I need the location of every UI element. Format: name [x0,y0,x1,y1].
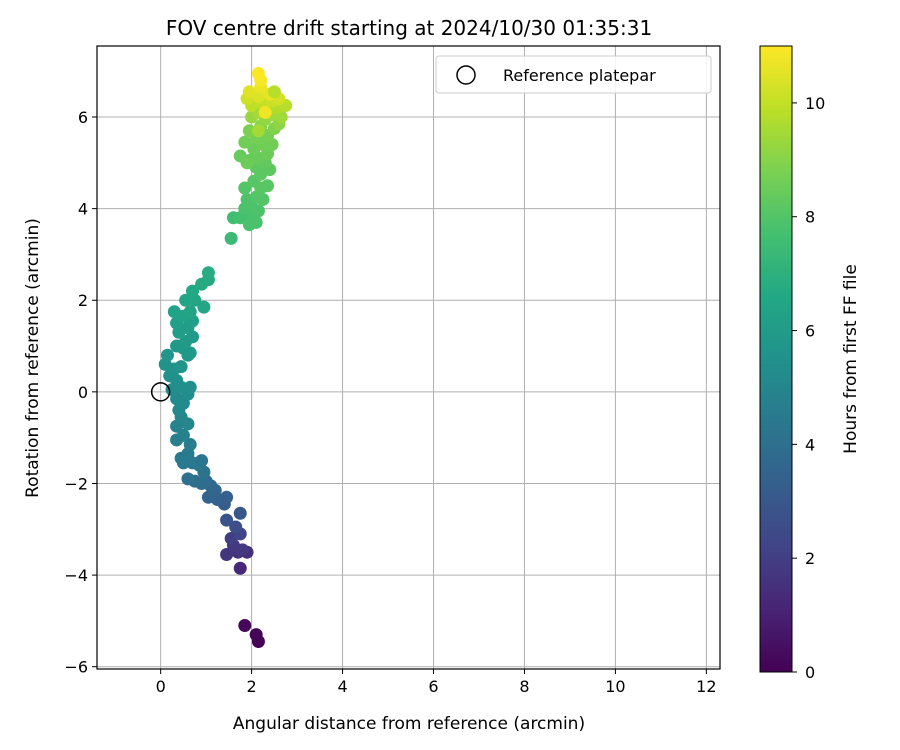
x-tick-label: 6 [428,677,438,696]
colorbar-tick-label: 6 [805,322,815,341]
scatter-point [181,472,195,486]
reference-platepar-marker [150,382,171,402]
scatter-point [183,346,197,360]
colorbar-tick-label: 8 [805,208,815,227]
colorbar-gradient [759,45,793,673]
scatter-point [251,204,265,218]
scatter-point [233,561,247,575]
scatter-point [240,156,254,170]
scatter-point [236,543,250,557]
scatter-point [242,218,256,232]
chart-title: FOV centre drift starting at 2024/10/30 … [166,16,652,40]
colorbar-tick-label: 4 [805,435,815,454]
y-tick-label: −4 [64,566,88,585]
scatter-point [249,628,263,642]
y-tick-label: 0 [78,383,88,402]
y-axis-label: Rotation from reference (arcmin) [23,218,43,498]
x-tick-label: 0 [156,677,166,696]
scatter-point [238,181,252,195]
scatter-point [183,305,197,319]
scatter-point [183,438,197,452]
x-tick-label: 10 [605,677,625,696]
y-tick-label: 2 [78,291,88,310]
scatter-point [238,618,252,632]
scatter-point [251,66,265,80]
scatter-point [160,348,174,362]
colorbar-tick-label: 0 [805,663,815,682]
scatter-point [242,124,256,138]
legend: Reference platepar [435,55,712,94]
scatter-point [174,451,188,465]
scatter-point [256,192,270,206]
scatter-point [167,305,181,319]
x-tick-label: 12 [696,677,716,696]
scatter-point [233,506,247,520]
scatter-point [229,520,243,534]
scatter-point [176,428,190,442]
scatter-point [220,513,234,527]
legend-box [435,55,712,94]
colorbar: 0 2 4 6 8 10 Hours from first FF file [759,45,861,682]
x-axis-label: Angular distance from reference (arcmin) [233,714,585,734]
scatter-point [179,293,193,307]
plot-frame [96,45,721,670]
scatter-point [224,231,238,245]
x-tick-label: 8 [519,677,529,696]
legend-marker-reference [456,65,476,85]
scatter-point [267,85,281,99]
colorbar-label: Hours from first FF file [841,264,861,454]
scatter-point [238,135,252,149]
x-axis-ticks: 0 2 4 6 8 10 12 [156,669,717,696]
x-tick-label: 4 [337,677,347,696]
scatter-point [258,105,272,119]
scatter-point [261,179,275,193]
y-tick-label: 4 [78,200,88,219]
colorbar-ticks: 0 2 4 6 8 10 [792,94,825,682]
scatter-point [195,454,209,468]
scatter-point [185,284,199,298]
x-tick-label: 2 [247,677,257,696]
scatter-point [197,300,211,314]
colorbar-tick-label: 10 [805,94,825,113]
y-axis-ticks: −6 −4 −2 0 2 4 6 [64,108,97,677]
y-tick-label: 6 [78,108,88,127]
scatter-point [251,124,265,138]
scatter-points [150,66,293,649]
scatter-point [242,85,256,99]
y-tick-label: −6 [64,658,88,677]
scatter-point [183,380,197,394]
y-tick-label: −2 [64,474,88,493]
scatter-point [174,360,188,374]
scatter-point [220,547,234,561]
scatter-point [201,266,215,280]
legend-label-reference: Reference platepar [503,66,656,85]
colorbar-tick-label: 2 [805,549,815,568]
